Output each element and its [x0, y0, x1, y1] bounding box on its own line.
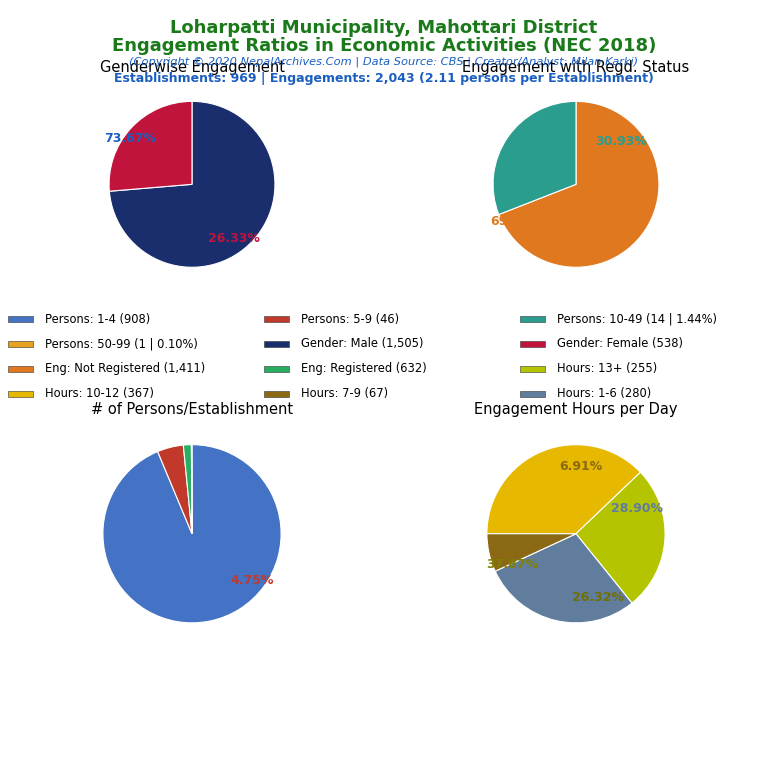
Text: Hours: 7-9 (67): Hours: 7-9 (67): [300, 387, 388, 400]
FancyBboxPatch shape: [263, 366, 289, 372]
Text: Gender: Male (1,505): Gender: Male (1,505): [300, 337, 423, 350]
Text: Hours: 10-12 (367): Hours: 10-12 (367): [45, 387, 154, 400]
Text: Persons: 50-99 (1 | 0.10%): Persons: 50-99 (1 | 0.10%): [45, 337, 197, 350]
Text: 37.87%: 37.87%: [486, 558, 538, 571]
Text: (Copyright © 2020 NepalArchives.Com | Data Source: CBS | Creator/Analyst: Milan : (Copyright © 2020 NepalArchives.Com | Da…: [130, 57, 638, 68]
Text: 6.91%: 6.91%: [559, 461, 602, 473]
FancyBboxPatch shape: [8, 316, 33, 322]
Text: 4.75%: 4.75%: [231, 574, 274, 587]
FancyBboxPatch shape: [8, 366, 33, 372]
Wedge shape: [157, 445, 192, 534]
Wedge shape: [487, 534, 576, 571]
Text: Persons: 10-49 (14 | 1.44%): Persons: 10-49 (14 | 1.44%): [557, 313, 717, 326]
FancyBboxPatch shape: [520, 391, 545, 396]
Wedge shape: [487, 445, 641, 534]
Wedge shape: [109, 101, 192, 191]
Wedge shape: [103, 445, 281, 623]
Text: 26.33%: 26.33%: [207, 232, 260, 245]
FancyBboxPatch shape: [520, 366, 545, 372]
Text: 73.67%: 73.67%: [104, 132, 156, 145]
Wedge shape: [109, 101, 275, 267]
Title: Genderwise Engagement: Genderwise Engagement: [100, 61, 284, 75]
Text: 93.70%: 93.70%: [108, 501, 160, 514]
FancyBboxPatch shape: [520, 316, 545, 322]
Text: Eng: Not Registered (1,411): Eng: Not Registered (1,411): [45, 362, 205, 376]
Wedge shape: [184, 445, 192, 534]
Text: Eng: Registered (632): Eng: Registered (632): [300, 362, 426, 376]
FancyBboxPatch shape: [8, 341, 33, 346]
FancyBboxPatch shape: [520, 341, 545, 346]
Wedge shape: [493, 101, 576, 214]
Text: Hours: 1-6 (280): Hours: 1-6 (280): [557, 387, 650, 400]
Text: 28.90%: 28.90%: [611, 502, 663, 515]
Text: Loharpatti Municipality, Mahottari District: Loharpatti Municipality, Mahottari Distr…: [170, 19, 598, 37]
Wedge shape: [498, 101, 659, 267]
FancyBboxPatch shape: [263, 341, 289, 346]
Text: 30.93%: 30.93%: [596, 134, 647, 147]
Wedge shape: [576, 472, 665, 603]
Text: Persons: 1-4 (908): Persons: 1-4 (908): [45, 313, 150, 326]
Wedge shape: [495, 534, 632, 623]
Text: 26.32%: 26.32%: [572, 591, 624, 604]
Text: Hours: 13+ (255): Hours: 13+ (255): [557, 362, 657, 376]
Text: 69.07%: 69.07%: [490, 215, 542, 228]
Text: Persons: 5-9 (46): Persons: 5-9 (46): [300, 313, 399, 326]
Title: Engagement with Regd. Status: Engagement with Regd. Status: [462, 61, 690, 75]
FancyBboxPatch shape: [263, 391, 289, 396]
Title: # of Persons/Establishment: # of Persons/Establishment: [91, 402, 293, 417]
Text: Engagement Ratios in Economic Activities (NEC 2018): Engagement Ratios in Economic Activities…: [112, 37, 656, 55]
Text: Gender: Female (538): Gender: Female (538): [557, 337, 683, 350]
Title: Engagement Hours per Day: Engagement Hours per Day: [475, 402, 677, 417]
FancyBboxPatch shape: [8, 391, 33, 396]
FancyBboxPatch shape: [263, 316, 289, 322]
Text: Establishments: 969 | Engagements: 2,043 (2.11 persons per Establishment): Establishments: 969 | Engagements: 2,043…: [114, 72, 654, 85]
